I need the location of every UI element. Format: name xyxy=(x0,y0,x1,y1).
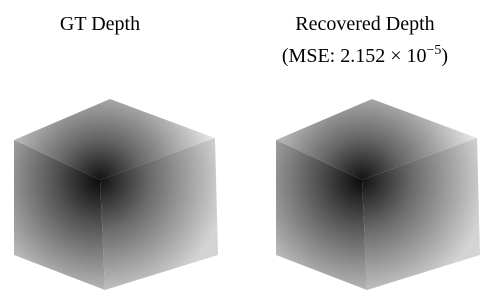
figure: GT Depth Recovered Depth (MSE: 2.152 × 1… xyxy=(0,0,489,291)
caption-exponent: −5 xyxy=(427,43,442,58)
panel-caption: (MSE: 2.152 × 10−5) xyxy=(282,43,448,67)
depth-image xyxy=(276,99,480,290)
depth-image xyxy=(14,99,218,290)
panel-title: GT Depth xyxy=(60,13,140,35)
caption-suffix: ) xyxy=(441,45,448,67)
panel-title: Recovered Depth xyxy=(295,13,434,35)
caption-prefix: (MSE: 2.152 × 10 xyxy=(282,45,427,67)
